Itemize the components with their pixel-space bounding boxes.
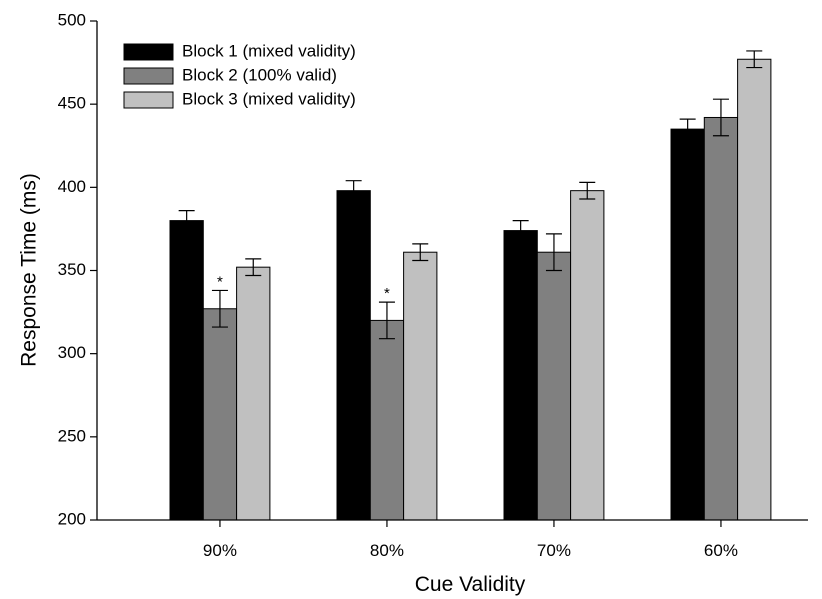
legend-label: Block 3 (mixed validity)	[182, 89, 356, 108]
legend-swatch	[123, 43, 174, 61]
x-axis-title: Cue Validity	[415, 573, 526, 596]
y-tick-label: 300	[58, 343, 86, 362]
x-ticks: 90% 80% 70% 60%	[203, 520, 738, 560]
legend-item: Block 3 (mixed validity)	[123, 89, 356, 109]
legend-label: Block 2 (100% valid)	[182, 65, 337, 84]
error-bar	[579, 181, 596, 200]
y-tick-label: 250	[58, 426, 86, 445]
legend-item: Block 2 (100% valid)	[123, 65, 337, 85]
error-bar	[545, 233, 562, 272]
error-bar	[412, 243, 429, 262]
y-tick-label: 500	[58, 10, 86, 29]
legend-swatch	[123, 91, 174, 109]
significance-marker: *	[217, 273, 223, 290]
error-bar	[512, 220, 529, 242]
legend-label: Block 1 (mixed validity)	[182, 41, 356, 60]
y-axis-title: Response Time (ms)	[18, 173, 41, 367]
error-bar	[679, 118, 696, 140]
error-bars-layer	[178, 50, 763, 340]
bar-80pct-series-2	[369, 319, 405, 521]
bar-80pct-series-1	[336, 190, 371, 521]
y-tick-label: 200	[58, 509, 86, 528]
x-tick-label: 70%	[537, 541, 571, 560]
error-bar	[746, 50, 763, 69]
bar-90pct-series-1	[169, 220, 204, 521]
bar-60pct-series-2	[703, 116, 739, 521]
x-tick-label: 80%	[370, 541, 404, 560]
error-bar	[345, 180, 362, 202]
legend-swatch	[123, 67, 174, 85]
bar-60pct-series-3	[737, 58, 772, 521]
error-bar	[378, 301, 395, 340]
significance-marker: *	[384, 285, 390, 302]
error-bar	[211, 289, 228, 328]
bar-70pct-series-3	[570, 190, 605, 521]
legend: Block 1 (mixed validity) Block 2 (100% va…	[123, 41, 356, 109]
y-ticks: 200 250 300 350 400 450 500	[58, 10, 97, 528]
y-tick-label: 400	[58, 177, 86, 196]
error-bar	[178, 210, 195, 232]
error-bar	[712, 98, 729, 137]
y-tick-label: 350	[58, 260, 86, 279]
bar-90pct-series-3	[236, 266, 271, 521]
bar-70pct-series-1	[503, 230, 538, 521]
bar-90pct-series-2	[202, 308, 238, 521]
bars-layer	[169, 58, 772, 521]
y-tick-label: 450	[58, 94, 86, 113]
legend-item: Block 1 (mixed validity)	[123, 41, 356, 61]
x-tick-label: 90%	[203, 541, 237, 560]
bar-70pct-series-2	[536, 251, 572, 521]
annotations-layer: **	[217, 273, 390, 302]
bar-60pct-series-1	[670, 128, 705, 521]
error-bar	[245, 258, 262, 277]
x-tick-label: 60%	[704, 541, 738, 560]
bar-80pct-series-3	[403, 251, 438, 521]
